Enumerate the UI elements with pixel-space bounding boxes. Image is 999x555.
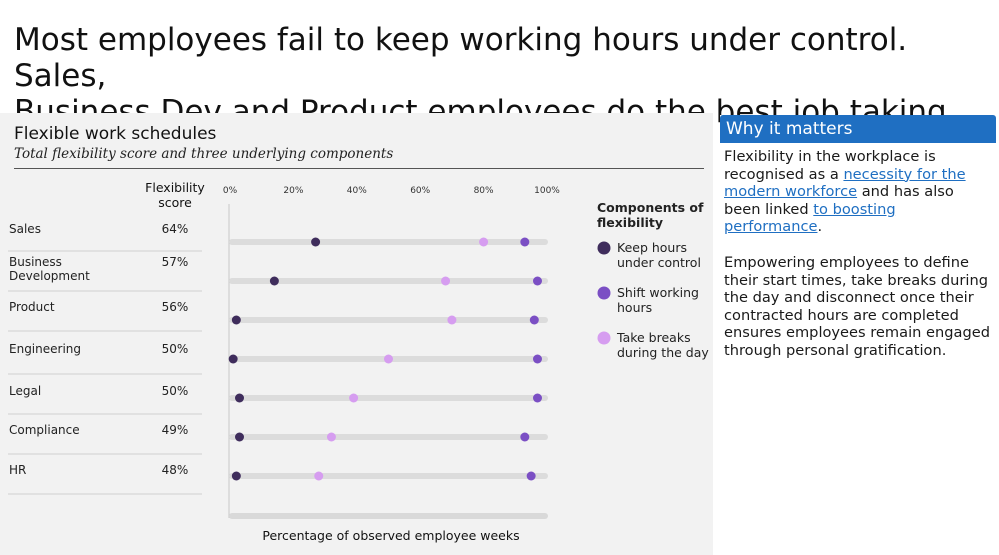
data-point-3 [326,432,336,442]
row-track [229,473,548,479]
data-point-1 [235,393,245,403]
x-tick-label: 40% [347,186,367,196]
data-point-2 [529,315,539,325]
data-point-3 [314,471,324,481]
paragraph-2: Empowering employees to define their sta… [724,253,990,359]
flexibility-score: 49% [162,423,189,437]
why-it-matters-body: Flexibility in the workplace is recognis… [720,143,996,360]
data-point-2 [520,432,530,442]
data-point-1 [235,432,245,442]
category-label: Sales [9,222,41,236]
flexibility-score: 50% [162,384,189,398]
data-point-3 [479,237,489,247]
score-header-line-1: Flexibility [145,180,205,195]
boosting-performance-link[interactable]: to boosting performance [724,200,896,236]
data-point-2 [532,276,542,286]
flexibility-score: 56% [162,300,189,314]
legend-title-line-1: Components of [597,200,704,215]
p1-text-middle: and has also been linked [724,183,954,218]
data-point-3 [441,276,451,286]
why-it-matters-panel: Why it matters Flexibility in the workpl… [720,115,996,555]
data-point-2 [526,471,536,481]
modern-workforce-link[interactable]: necessity for the modern workforce [724,165,966,201]
data-point-1 [231,471,241,481]
x-axis-label: Percentage of observed employee weeks [262,528,519,543]
flexibility-score: 48% [162,463,189,477]
flexibility-score: 57% [162,255,189,269]
category-label: Engineering [9,342,81,356]
row-track [229,395,548,401]
legend-label-line-1: Take breaks [616,330,691,345]
legend-label-line-2: under control [617,255,701,270]
data-point-2 [532,393,542,403]
legend-label-line-1: Shift working [617,285,699,300]
legend-label-line-2: hours [617,300,652,315]
data-point-3 [384,354,393,364]
title-divider [14,168,704,169]
row-track [229,434,548,440]
chart-subtitle: Total flexibility score and three underl… [14,146,394,162]
flexibility-score: 50% [162,342,189,356]
legend-swatch-3 [597,331,611,345]
data-point-1 [228,354,238,364]
category-label: Compliance [9,423,80,437]
p1-text-end: . [817,218,823,236]
category-label: Legal [9,384,41,398]
data-point-1 [269,276,279,286]
x-tick-label: 60% [410,186,430,196]
legend-label-line-1: Keep hours [617,240,687,255]
data-point-3 [447,315,457,325]
category-label: HR [9,463,26,477]
legend-swatch-2 [597,286,611,300]
chart-panel: Flexible work schedules Total flexibilit… [0,113,713,555]
flexibility-score: 64% [162,222,189,236]
x-tick-label: 80% [474,186,494,196]
chart-title: Flexible work schedules [14,124,217,144]
x-tick-label: 0% [223,186,238,196]
data-point-1 [311,237,321,247]
why-it-matters-title: Why it matters [720,115,996,143]
row-track [229,239,548,245]
category-label: Product [9,300,55,314]
category-label-line-1: Business [9,255,62,269]
legend-label-line-2: during the day [617,345,709,360]
legend-swatch-1 [597,241,611,255]
paragraph-1: Flexibility in the workplace is recognis… [724,148,992,236]
x-axis-track [229,513,548,519]
legend-title-line-2: flexibility [597,215,663,230]
x-tick-label: 100% [534,186,560,196]
data-point-3 [349,393,359,403]
headline-line-1: Most employees fail to keep working hour… [14,22,908,94]
score-header-line-2: score [158,195,192,210]
data-point-2 [532,354,542,364]
category-label-line-2: Development [9,269,90,283]
row-track [229,317,548,323]
row-track [229,278,548,284]
data-point-1 [231,315,241,325]
x-tick-label: 20% [283,186,303,196]
data-point-2 [520,237,530,247]
p1-text-start: Flexibility in the workplace is recognis… [724,148,936,183]
